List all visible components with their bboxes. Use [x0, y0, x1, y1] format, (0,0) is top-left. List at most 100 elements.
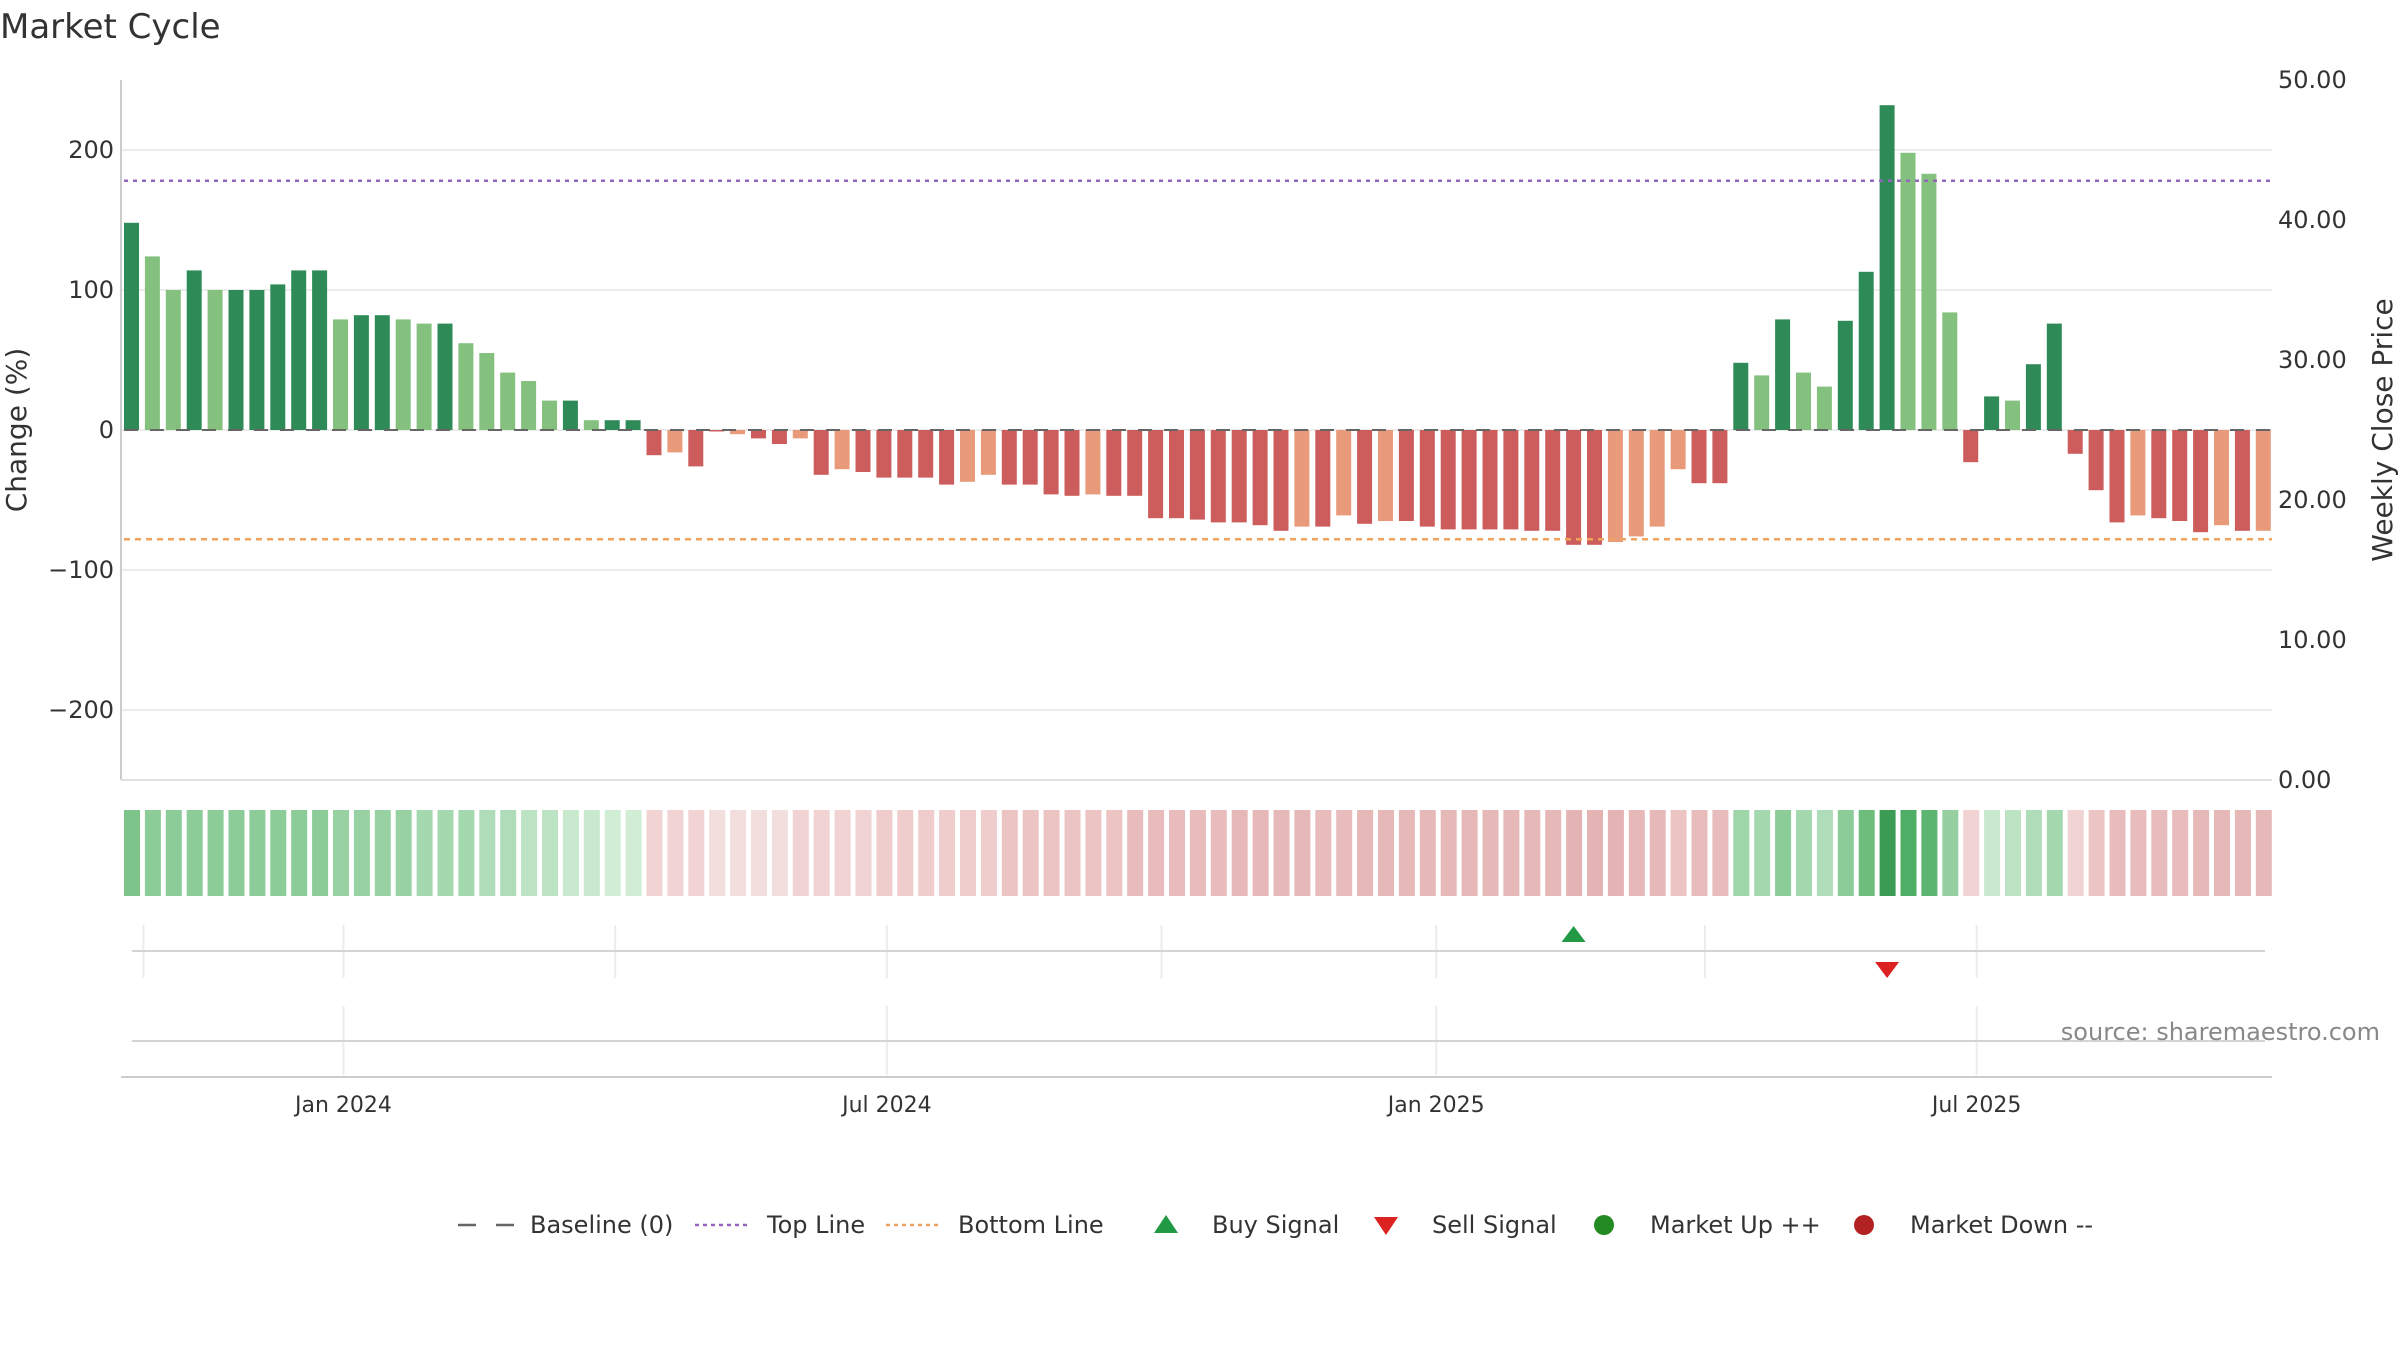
bar — [542, 400, 557, 430]
bar — [1461, 430, 1477, 530]
heat-cell — [980, 810, 997, 896]
heat-cell — [1691, 810, 1708, 896]
legend-item: Baseline (0) — [458, 1211, 673, 1239]
bar — [562, 400, 578, 430]
bar — [1670, 430, 1686, 470]
heat-cell — [1503, 810, 1520, 896]
heat-cell — [1169, 810, 1185, 896]
bar — [1252, 430, 1268, 526]
heat-cell — [1106, 810, 1123, 896]
reference-lines — [124, 179, 2272, 541]
bar — [960, 430, 975, 482]
y2-tick-label: 50.00 — [2278, 66, 2347, 94]
bar — [1879, 105, 1895, 430]
legend-item: Sell Signal — [1374, 1211, 1557, 1239]
bar — [312, 270, 328, 430]
legend: Baseline (0) Top Line Bottom Line Buy Signa… — [458, 1211, 2093, 1239]
x-tick-label: Jan 2025 — [1386, 1093, 1485, 1118]
heat-cell — [1315, 810, 1332, 896]
bar — [1482, 430, 1498, 530]
heat-cell — [1461, 810, 1478, 896]
heat-cell — [751, 810, 767, 896]
bar — [1294, 430, 1310, 527]
heat-cell — [2172, 810, 2189, 896]
bar — [1712, 430, 1728, 484]
bar — [2025, 364, 2041, 430]
bar — [1315, 430, 1331, 527]
heat-cell — [1043, 810, 1060, 896]
bar — [646, 430, 662, 456]
bar — [1357, 430, 1373, 524]
bar — [1796, 372, 1811, 430]
bar — [834, 430, 850, 470]
heat-cell — [1378, 810, 1394, 896]
bar — [604, 420, 620, 430]
bar — [1900, 152, 1916, 431]
legend-triangle-down-icon — [1374, 1217, 1398, 1235]
heat-cell — [2088, 810, 2105, 896]
bar — [2234, 430, 2250, 531]
heat-cell — [437, 810, 454, 896]
legend-label: Baseline (0) — [530, 1211, 673, 1239]
y-axis-label: Change (%) — [0, 348, 33, 513]
y-tick-label: 100 — [68, 276, 114, 304]
heat-cell — [813, 810, 830, 896]
bar — [1398, 430, 1414, 521]
heat-cell — [2005, 810, 2021, 896]
x-tick-label: Jul 2024 — [840, 1093, 932, 1118]
bar — [1440, 430, 1456, 530]
heat-cell — [1963, 810, 1980, 896]
heat-cell — [625, 810, 642, 896]
source-text: source: sharemaestro.com — [2061, 1018, 2380, 1046]
bar — [1503, 430, 1519, 530]
bar — [1733, 362, 1749, 430]
bottom-panel — [121, 1006, 2272, 1078]
bar — [2255, 430, 2271, 531]
y2-tick-label: 30.00 — [2278, 346, 2347, 374]
heat-cell — [500, 810, 517, 896]
bar — [1085, 430, 1101, 495]
bar — [667, 430, 683, 453]
bar — [207, 290, 223, 430]
heat-cell — [270, 810, 287, 896]
bar — [1378, 430, 1393, 521]
heat-cell — [834, 810, 851, 896]
heat-cell — [583, 810, 600, 896]
legend-circle-icon — [1854, 1215, 1874, 1235]
heat-cell — [1628, 810, 1645, 896]
bar — [1273, 430, 1289, 531]
bar — [1837, 320, 1853, 430]
bar — [897, 430, 913, 478]
y-tick-label: −100 — [48, 556, 114, 584]
heat-cell — [2255, 810, 2272, 896]
heat-cell — [855, 810, 872, 896]
heat-cell — [1900, 810, 1917, 896]
bar — [186, 270, 202, 430]
heat-cell — [2025, 810, 2042, 896]
legend-label: Bottom Line — [958, 1211, 1104, 1239]
heat-cell — [228, 810, 245, 896]
bar — [1649, 430, 1665, 527]
heat-cell — [1085, 810, 1102, 896]
heat-cell — [479, 810, 496, 896]
heat-cell — [1440, 810, 1457, 896]
legend-label: Buy Signal — [1212, 1211, 1339, 1239]
bar — [730, 430, 746, 435]
heat-cell — [1858, 810, 1875, 896]
bar — [500, 372, 516, 430]
heat-cell — [1816, 810, 1833, 896]
heat-cell — [918, 810, 935, 896]
heat-cell — [1064, 810, 1081, 896]
bar — [1628, 430, 1644, 537]
legend-item: Market Down -- — [1854, 1211, 2093, 1239]
bar — [521, 381, 537, 430]
bar — [479, 353, 495, 430]
bar — [1231, 430, 1247, 523]
heat-cell — [1231, 810, 1248, 896]
bar — [2088, 430, 2104, 491]
heat-cell — [1775, 810, 1792, 896]
heat-cell — [604, 810, 621, 896]
heat-cell — [667, 810, 684, 896]
bar — [1691, 430, 1707, 484]
bar — [2067, 430, 2083, 454]
